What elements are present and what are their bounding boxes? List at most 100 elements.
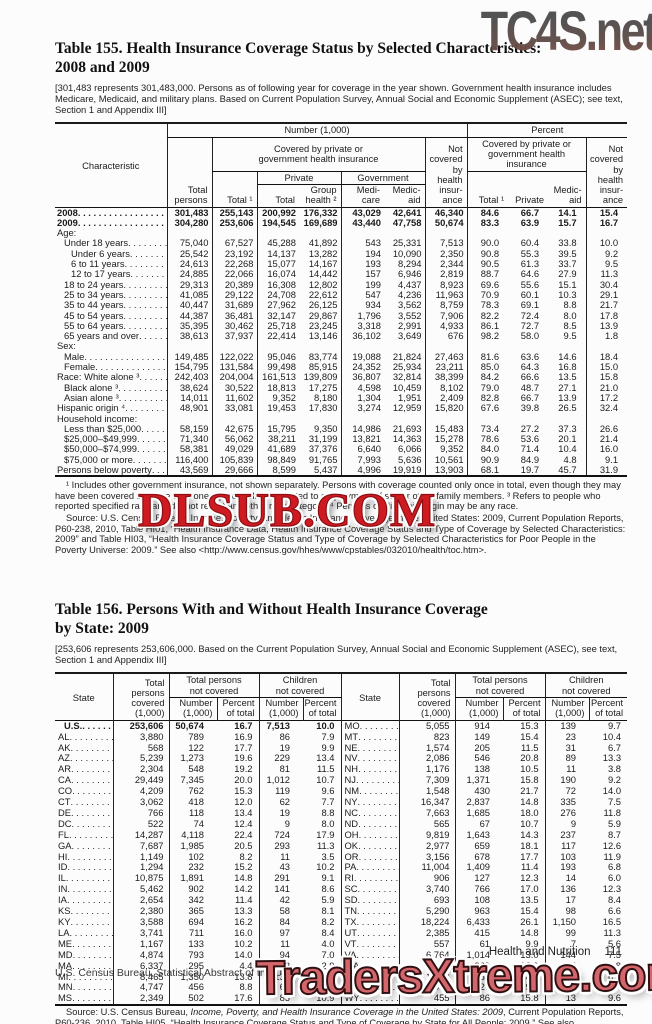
row-label: SC . . . . . . . . . . . . . . . . . . .…: [340, 884, 400, 896]
value-cell: 3,740: [398, 884, 456, 896]
value-cell: 154,795: [166, 362, 212, 373]
value-cell: 18.0: [520, 807, 539, 818]
table-row: DC . . . . . . . . . . . . . . . . . . .…: [55, 818, 627, 830]
value-cell: 194,545: [256, 217, 299, 229]
table156-header: State Total persons covered (1,000) Tota…: [55, 673, 628, 721]
value-cell: 15.3: [520, 720, 539, 731]
value-cell: 13,146: [308, 331, 338, 342]
value-cell: 11.4: [520, 862, 539, 873]
row-label: Under 6 years . . . . . . . . . . . . . …: [55, 249, 167, 259]
leader-dots: . . . . . . . . . . . . . . . . . . . . …: [71, 807, 112, 818]
row-label: 55 to 64 years . . . . . . . . . . . . .…: [55, 321, 167, 331]
value-cell: 61.3: [520, 259, 540, 270]
row-label-text: OH: [344, 829, 359, 840]
value-cell: 793: [168, 949, 217, 961]
value-cell: 2.9: [321, 960, 335, 971]
row-label-text: VT: [344, 938, 357, 949]
value-cell: 72.7: [520, 320, 540, 331]
row-label-text: U.S.: [64, 720, 83, 731]
value-cell: 4,209: [112, 786, 169, 798]
value-cell: 81: [258, 764, 304, 776]
value-cell: 14.6: [558, 351, 577, 362]
col-percent-2: Percent of total: [302, 697, 342, 721]
row-label: VT . . . . . . . . . . . . . . . . . . .…: [340, 938, 400, 950]
value-cell: [166, 341, 212, 352]
value-cell: [548, 341, 586, 351]
row-label-text: CA: [58, 775, 72, 786]
col-not-covered-number: Not covered by health insur- ance: [424, 137, 468, 208]
value-cell: 9.2: [585, 248, 628, 260]
value-cell: 11: [258, 851, 304, 863]
value-cell: 45.7: [558, 464, 577, 475]
table-row: HI . . . . . . . . . . . . . . . . . . .…: [55, 851, 627, 863]
row-label: Persons below poverty . . . . . . . . . …: [55, 465, 167, 476]
value-cell: 20.5: [234, 840, 253, 851]
col-number-2: Number (1,000): [258, 697, 304, 721]
table155-source: Source: U.S. Census Bureau, Income, Pove…: [55, 513, 626, 555]
value-cell: 47,758: [392, 217, 422, 228]
value-cell: 963: [454, 906, 504, 917]
value-cell: 3,588: [112, 917, 169, 928]
value-cell: 13.4: [234, 807, 253, 818]
col-medicaid-number: Medic- aid: [392, 185, 421, 206]
row-label: Female . . . . . . . . . . . . . . . . .…: [55, 362, 167, 372]
value-cell: 11: [544, 764, 590, 776]
row-label: Less than $25,000 . . . . . . . . . . . …: [55, 424, 167, 434]
value-cell: 33.7: [558, 259, 577, 270]
col-state-right: State: [340, 673, 400, 721]
value-cell: 7.0: [321, 949, 335, 960]
leader-dots: . . . . . . . . . . . . . . . . . . . . …: [123, 289, 166, 300]
row-label: Age:: [55, 228, 167, 238]
value-cell: [299, 341, 341, 351]
value-cell: 15.4: [520, 731, 539, 742]
value-cell: 11,963: [424, 289, 468, 301]
value-cell: 44,387: [166, 310, 212, 321]
row-label-text: Persons below poverty: [57, 464, 152, 475]
row-label: Household income:: [55, 414, 167, 424]
row-label: OK . . . . . . . . . . . . . . . . . . .…: [340, 840, 400, 852]
value-cell: 15.4: [585, 207, 628, 218]
value-cell: 7.5: [607, 949, 622, 960]
leader-dots: . . . . . . . . . . . . . . . . . . . . …: [72, 960, 112, 971]
value-cell: 122,022: [211, 351, 257, 363]
value-cell: 63.9: [520, 217, 540, 228]
row-label: KS . . . . . . . . . . . . . . . . . . .…: [55, 906, 113, 917]
table155-header: Characteristic Number (1,000) Percent To…: [55, 123, 628, 208]
value-cell: 43: [258, 960, 304, 972]
table-row: 25 to 34 years . . . . . . . . . . . . .…: [55, 289, 628, 301]
value-cell: 169,689: [303, 217, 338, 228]
leader-dots: . . . . . . . . . . . . . . . . . . . . …: [72, 938, 112, 949]
col-medicare: Medi- care: [340, 184, 384, 208]
value-cell: 21.7: [520, 786, 539, 797]
value-cell: 15,077: [256, 259, 299, 270]
value-cell: 3.5: [321, 851, 335, 862]
leader-dots: . . . . . . . . . . . . . . . . . . . . …: [358, 807, 398, 818]
value-cell: 5.9: [607, 818, 622, 829]
value-cell: 66.7: [520, 392, 540, 403]
value-cell: 1,643: [454, 829, 504, 841]
value-cell: 7.5: [607, 797, 622, 808]
value-cell: [585, 413, 628, 424]
leader-dots: . . . . . . . . . . . . . . . . . . . . …: [359, 993, 399, 1004]
value-cell: 2,304: [112, 764, 169, 776]
row-label-text: KS: [58, 906, 71, 917]
value-cell: 5,437: [314, 464, 338, 475]
value-cell: 2,654: [112, 895, 169, 907]
value-cell: 25,331: [392, 238, 422, 249]
row-label: Sex:: [55, 341, 167, 351]
value-cell: 18,224: [398, 917, 456, 928]
value-cell: 14.8: [234, 873, 253, 884]
leader-dots: . . . . . . . . . . . . . . . . . . . . …: [357, 753, 399, 764]
row-label-text: MO: [344, 720, 360, 731]
source-prefix: Source: U.S. Census Bureau,: [66, 1007, 191, 1018]
value-cell: 237: [544, 829, 590, 841]
value-cell: 36,481: [211, 310, 257, 321]
value-cell: 24,885: [166, 269, 212, 280]
value-cell: 67.6: [466, 403, 509, 414]
leader-dots: . . . . . . . . . . . . . . . . . . . . …: [70, 797, 113, 808]
value-cell: [548, 414, 586, 424]
leader-dots: . . . . . . . . . . . . . . . . . . . . …: [123, 320, 166, 331]
table-row: Under 18 years . . . . . . . . . . . . .…: [55, 238, 628, 249]
value-cell: [384, 228, 425, 238]
table-row: MN . . . . . . . . . . . . . . . . . . .…: [55, 982, 627, 994]
